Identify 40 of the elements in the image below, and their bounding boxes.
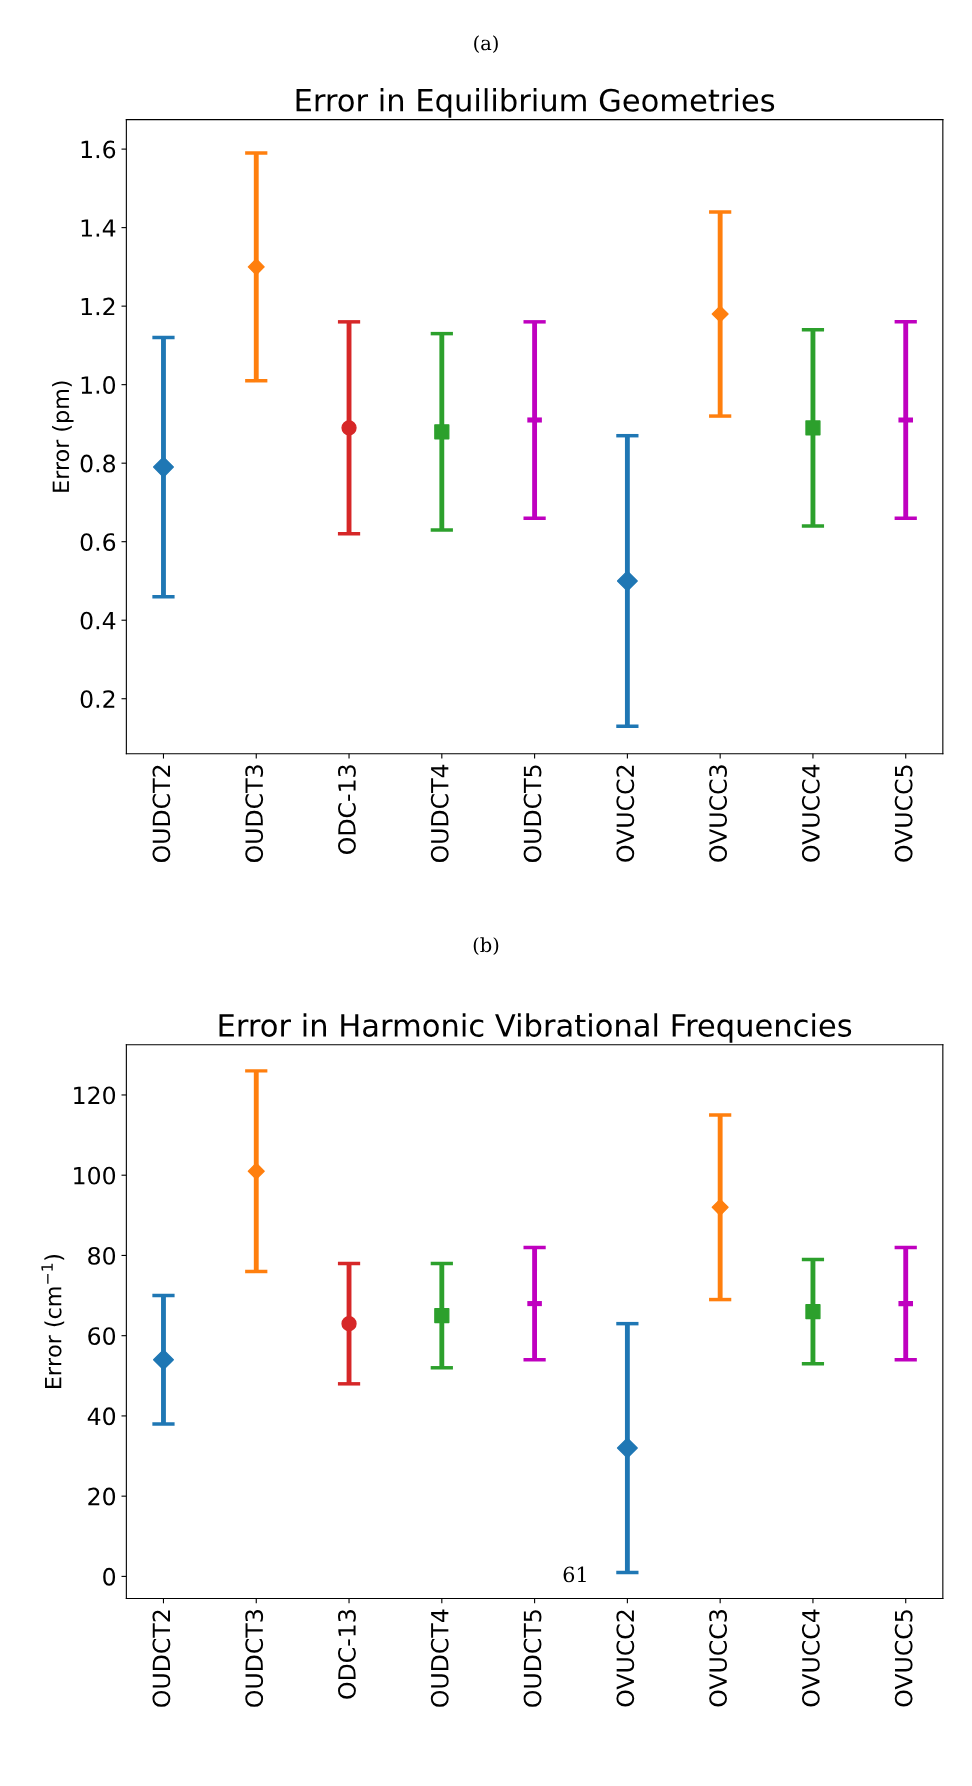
y-tick-label: 80 (88, 1246, 116, 1265)
x-tick-label: OUDCT3 (245, 765, 264, 863)
text: (a) (474, 35, 498, 54)
y-tick-label: 1.6 (81, 140, 116, 159)
x-tick-label: OVUCC4 (801, 1609, 820, 1707)
x-tick-label: OVUCC3 (709, 765, 728, 862)
x-tick-label: OVUCC2 (616, 1610, 635, 1707)
y-axis-title: Error (pm) (52, 381, 74, 492)
x-tick-label: OUDCT4 (430, 764, 449, 863)
y-tick-label: 40 (87, 1407, 116, 1426)
x-tick-label: OUDCT5 (523, 765, 542, 863)
y-tick-label: 0.2 (80, 690, 115, 709)
x-tick-label: OUDCT2 (152, 765, 171, 863)
x-tick-label: OUDCT2 (152, 1610, 171, 1707)
x-tick-label: OVUCC5 (894, 765, 913, 862)
y-tick-label: 0.8 (80, 454, 116, 473)
x-tick-label: OUDCT5 (523, 1610, 542, 1707)
chart-title: Error in Harmonic Vibrational Frequencies (219, 1013, 852, 1043)
y-tick-label: 20 (88, 1487, 116, 1506)
y-tick-label: 1.2 (81, 297, 115, 316)
chart-title: Error in Equilibrium Geometries (296, 88, 775, 118)
x-tick-label: ODC-13 (338, 1610, 356, 1699)
y-tick-label: 1.0 (81, 376, 116, 394)
y-tick-label: 1.4 (81, 219, 116, 237)
y-axis-title: Error (cm$^{−1}$) (41, 1255, 65, 1389)
y-tick-label: 100 (74, 1166, 116, 1185)
x-tick-label: OVUCC2 (616, 765, 635, 862)
x-tick-label: OVUCC3 (709, 1610, 728, 1707)
x-tick-label: OVUCC5 (894, 1610, 913, 1707)
annotation: 61 (563, 1566, 586, 1583)
y-tick-label: 0.4 (80, 611, 116, 630)
x-tick-label: OVUCC4 (801, 764, 820, 862)
x-tick-label: OUDCT3 (245, 1610, 264, 1707)
y-tick-label: 60 (88, 1327, 116, 1345)
text: (b) (473, 937, 499, 955)
y-tick-label: 0.6 (80, 533, 116, 551)
y-tick-label: 120 (74, 1086, 116, 1105)
x-tick-label: OUDCT4 (430, 1609, 449, 1707)
x-tick-label: ODC-13 (338, 765, 356, 854)
y-tick-label: 0 (103, 1567, 116, 1586)
